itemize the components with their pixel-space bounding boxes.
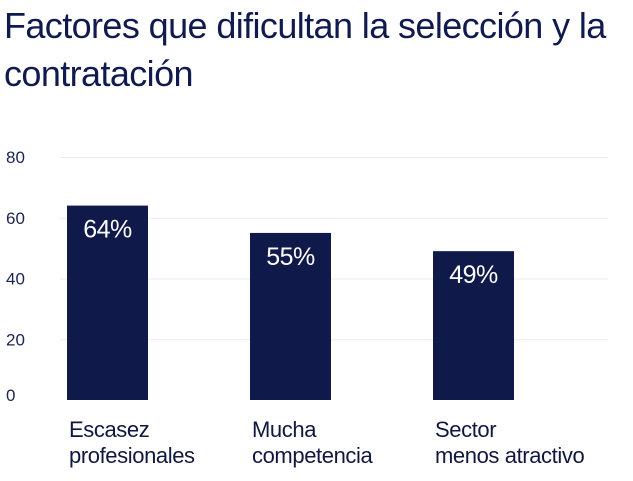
y-tick-label: 80 bbox=[6, 148, 25, 167]
y-tick-label: 20 bbox=[6, 330, 25, 349]
bar-value-label: 55% bbox=[266, 243, 315, 271]
y-tick-label: 60 bbox=[6, 209, 25, 228]
chart-title: Factores que dificultan la selección y l… bbox=[4, 5, 606, 94]
x-category-label: Mucha bbox=[252, 417, 317, 442]
x-category-label: Sector bbox=[435, 417, 496, 442]
x-category-label: profesionales bbox=[69, 443, 195, 468]
bar bbox=[67, 205, 148, 400]
y-tick-label: 40 bbox=[6, 270, 25, 289]
bar-value-label: 64% bbox=[83, 216, 132, 244]
bar-value-label: 49% bbox=[449, 261, 498, 289]
x-category-label: competencia bbox=[252, 443, 374, 468]
bar bbox=[433, 251, 514, 400]
y-tick-label: 0 bbox=[6, 386, 15, 405]
x-category-label: Escasez bbox=[69, 417, 149, 442]
x-category-label: menos atractivo bbox=[435, 443, 584, 468]
bar bbox=[250, 232, 331, 400]
